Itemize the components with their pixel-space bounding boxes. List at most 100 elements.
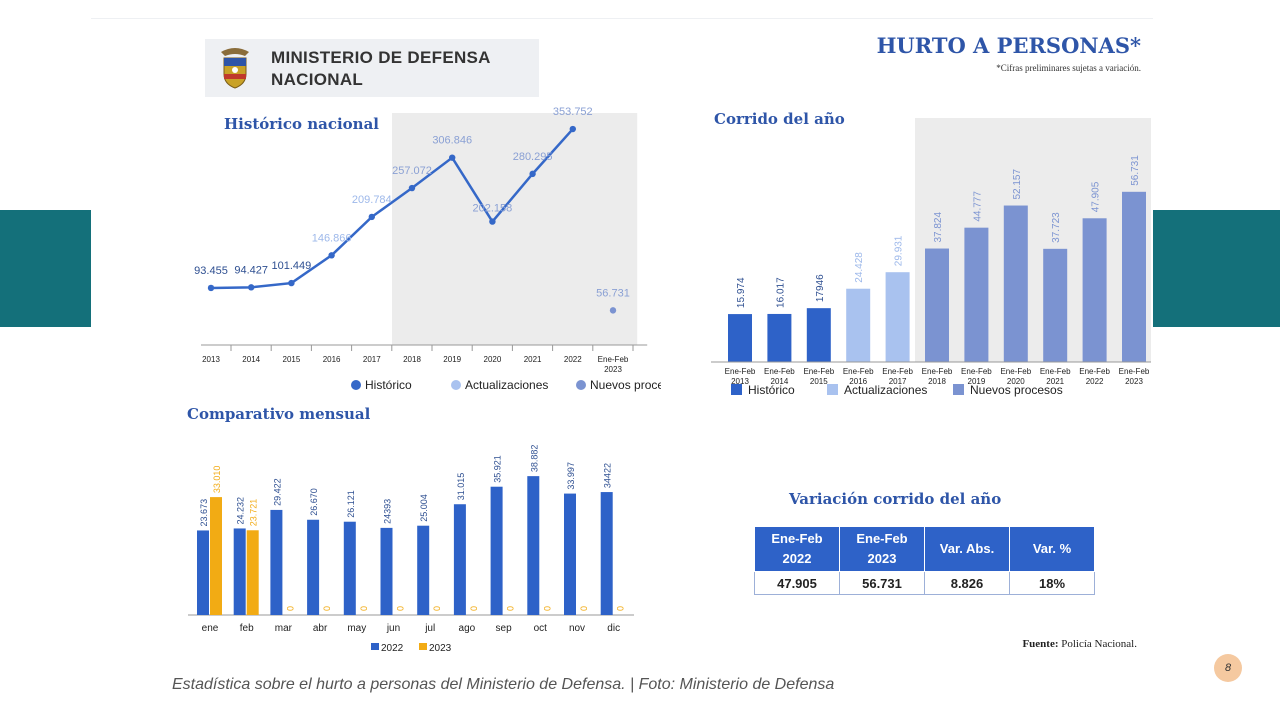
- corrido-chart: 15.974 16.017 17946 24.428 29.931 37.824 44.77…: [711, 118, 1151, 397]
- bar: [1003, 205, 1028, 362]
- historico-title: Histórico nacional: [224, 115, 379, 133]
- shaded-region: [392, 113, 638, 345]
- data-point: [609, 307, 617, 314]
- data-label: 0: [506, 606, 516, 611]
- legend-label: Actualizaciones: [465, 378, 548, 392]
- legend-marker: [451, 380, 461, 390]
- data-label: 146.866: [312, 232, 352, 244]
- data-point: [489, 218, 496, 225]
- x-tick-label: 2018: [403, 355, 421, 364]
- x-tick-label: Ene-Feb 2021: [1040, 367, 1071, 386]
- legend-marker: [953, 384, 964, 395]
- bar: [380, 527, 393, 615]
- historico-chart: 2013 2014 2015 2016 2017 2018 2019 2020 2021 2022…: [194, 107, 661, 392]
- header-var-abs: Var. Abs.: [924, 526, 1010, 572]
- data-label: 93.455: [194, 265, 228, 277]
- data-label: 33.997: [566, 462, 576, 490]
- x-tick-label: sep: [496, 623, 513, 634]
- data-label: 34422: [603, 463, 613, 488]
- legend-label: Histórico: [748, 383, 795, 397]
- bar: [197, 530, 209, 615]
- data-point: [207, 284, 215, 292]
- teal-band-left: [0, 210, 91, 327]
- data-label: 33.010: [212, 466, 222, 494]
- legend-label: Histórico: [365, 378, 412, 392]
- x-tick-label: dic: [607, 623, 620, 634]
- cell-2023: 56.731: [839, 571, 925, 595]
- slide: MINISTERIO DE DEFENSA NACIONAL HURTO A P…: [91, 18, 1153, 665]
- data-label: 306.846: [432, 135, 472, 147]
- legend-marker: [576, 380, 586, 390]
- x-tick-label: ago: [459, 623, 476, 634]
- data-label: 353.752: [553, 107, 593, 118]
- data-label: 29.422: [272, 478, 282, 506]
- cell-var-pct: 18%: [1009, 571, 1095, 595]
- data-point: [368, 213, 375, 221]
- data-label: 0: [285, 606, 295, 611]
- cell-2022: 47.905: [754, 571, 840, 595]
- data-label: 0: [432, 606, 442, 611]
- data-label: 26.121: [346, 490, 356, 518]
- bar: [925, 248, 949, 362]
- x-tick-label: may: [347, 623, 366, 634]
- ministry-header: MINISTERIO DE DEFENSA NACIONAL: [205, 39, 539, 97]
- x-tick-label: 2014: [242, 355, 260, 364]
- legend-label: Actualizaciones: [844, 383, 927, 397]
- x-tick-label: 2021: [524, 355, 542, 364]
- data-label: 35.921: [493, 455, 503, 483]
- data-label: 202.158: [473, 203, 513, 215]
- data-label: 56.731: [1130, 155, 1141, 186]
- corrido-title: Corrido del año: [714, 110, 845, 128]
- data-label: 31.015: [456, 473, 466, 501]
- data-label: 257.072: [392, 165, 432, 177]
- bar: [600, 492, 613, 615]
- data-label: 0: [542, 606, 552, 611]
- bar: [527, 476, 540, 615]
- data-label: 37.824: [933, 212, 944, 243]
- data-point: [248, 284, 255, 291]
- x-tick-label: 2017: [363, 355, 381, 364]
- data-label: 24.428: [854, 252, 865, 283]
- x-tick-label: jul: [424, 623, 435, 634]
- data-point: [529, 170, 536, 178]
- bar: [806, 308, 831, 362]
- legend-label: 2023: [429, 643, 452, 654]
- data-label: 0: [359, 606, 369, 611]
- legend-marker: [419, 643, 427, 650]
- x-tick-label: 2020: [484, 355, 502, 364]
- data-label: 25.004: [419, 494, 429, 522]
- data-label: 56.731: [596, 287, 630, 299]
- bar: [270, 509, 283, 615]
- data-label: 29.931: [894, 235, 905, 266]
- x-tick-label: Ene-Feb 2015: [803, 367, 834, 386]
- x-tick-label: abr: [313, 623, 328, 634]
- x-tick-label: Ene-Feb 2023: [598, 355, 629, 374]
- coat-of-arms-icon: [221, 48, 249, 89]
- page-number: 8: [1214, 654, 1242, 682]
- source-note: Fuente: Policía Nacional.: [1022, 638, 1137, 650]
- page-title: HURTO A PERSONAS*: [876, 33, 1141, 58]
- x-tick-label: Ene-Feb 2018: [922, 367, 953, 386]
- x-tick-label: mar: [275, 623, 293, 634]
- bar: [343, 521, 356, 615]
- x-tick-label: 2015: [283, 355, 301, 364]
- data-label: 52.157: [1012, 169, 1023, 200]
- bar: [564, 493, 576, 615]
- header-var-pct: Var. %: [1009, 526, 1095, 572]
- bar: [1082, 218, 1107, 362]
- variation-data-row: 47.905 56.731 8.826 18%: [754, 571, 1095, 595]
- legend-label: Nuevos procesos: [970, 383, 1063, 397]
- legend-marker: [731, 384, 742, 395]
- bar: [767, 313, 792, 362]
- x-tick-label: jun: [386, 623, 400, 634]
- data-point: [408, 184, 416, 192]
- variation-title: Variación corrido del año: [789, 490, 1002, 508]
- legend-label: 2022: [381, 643, 404, 654]
- bar: [1122, 191, 1146, 362]
- x-tick-label: Ene-Feb 2013: [725, 367, 756, 386]
- x-tick-label: Ene-Feb 2023: [1119, 367, 1150, 386]
- header-ene-feb-2023: Ene-Feb 2023: [839, 526, 925, 572]
- x-tick-label: feb: [240, 623, 254, 634]
- data-label: 37.723: [1051, 212, 1062, 243]
